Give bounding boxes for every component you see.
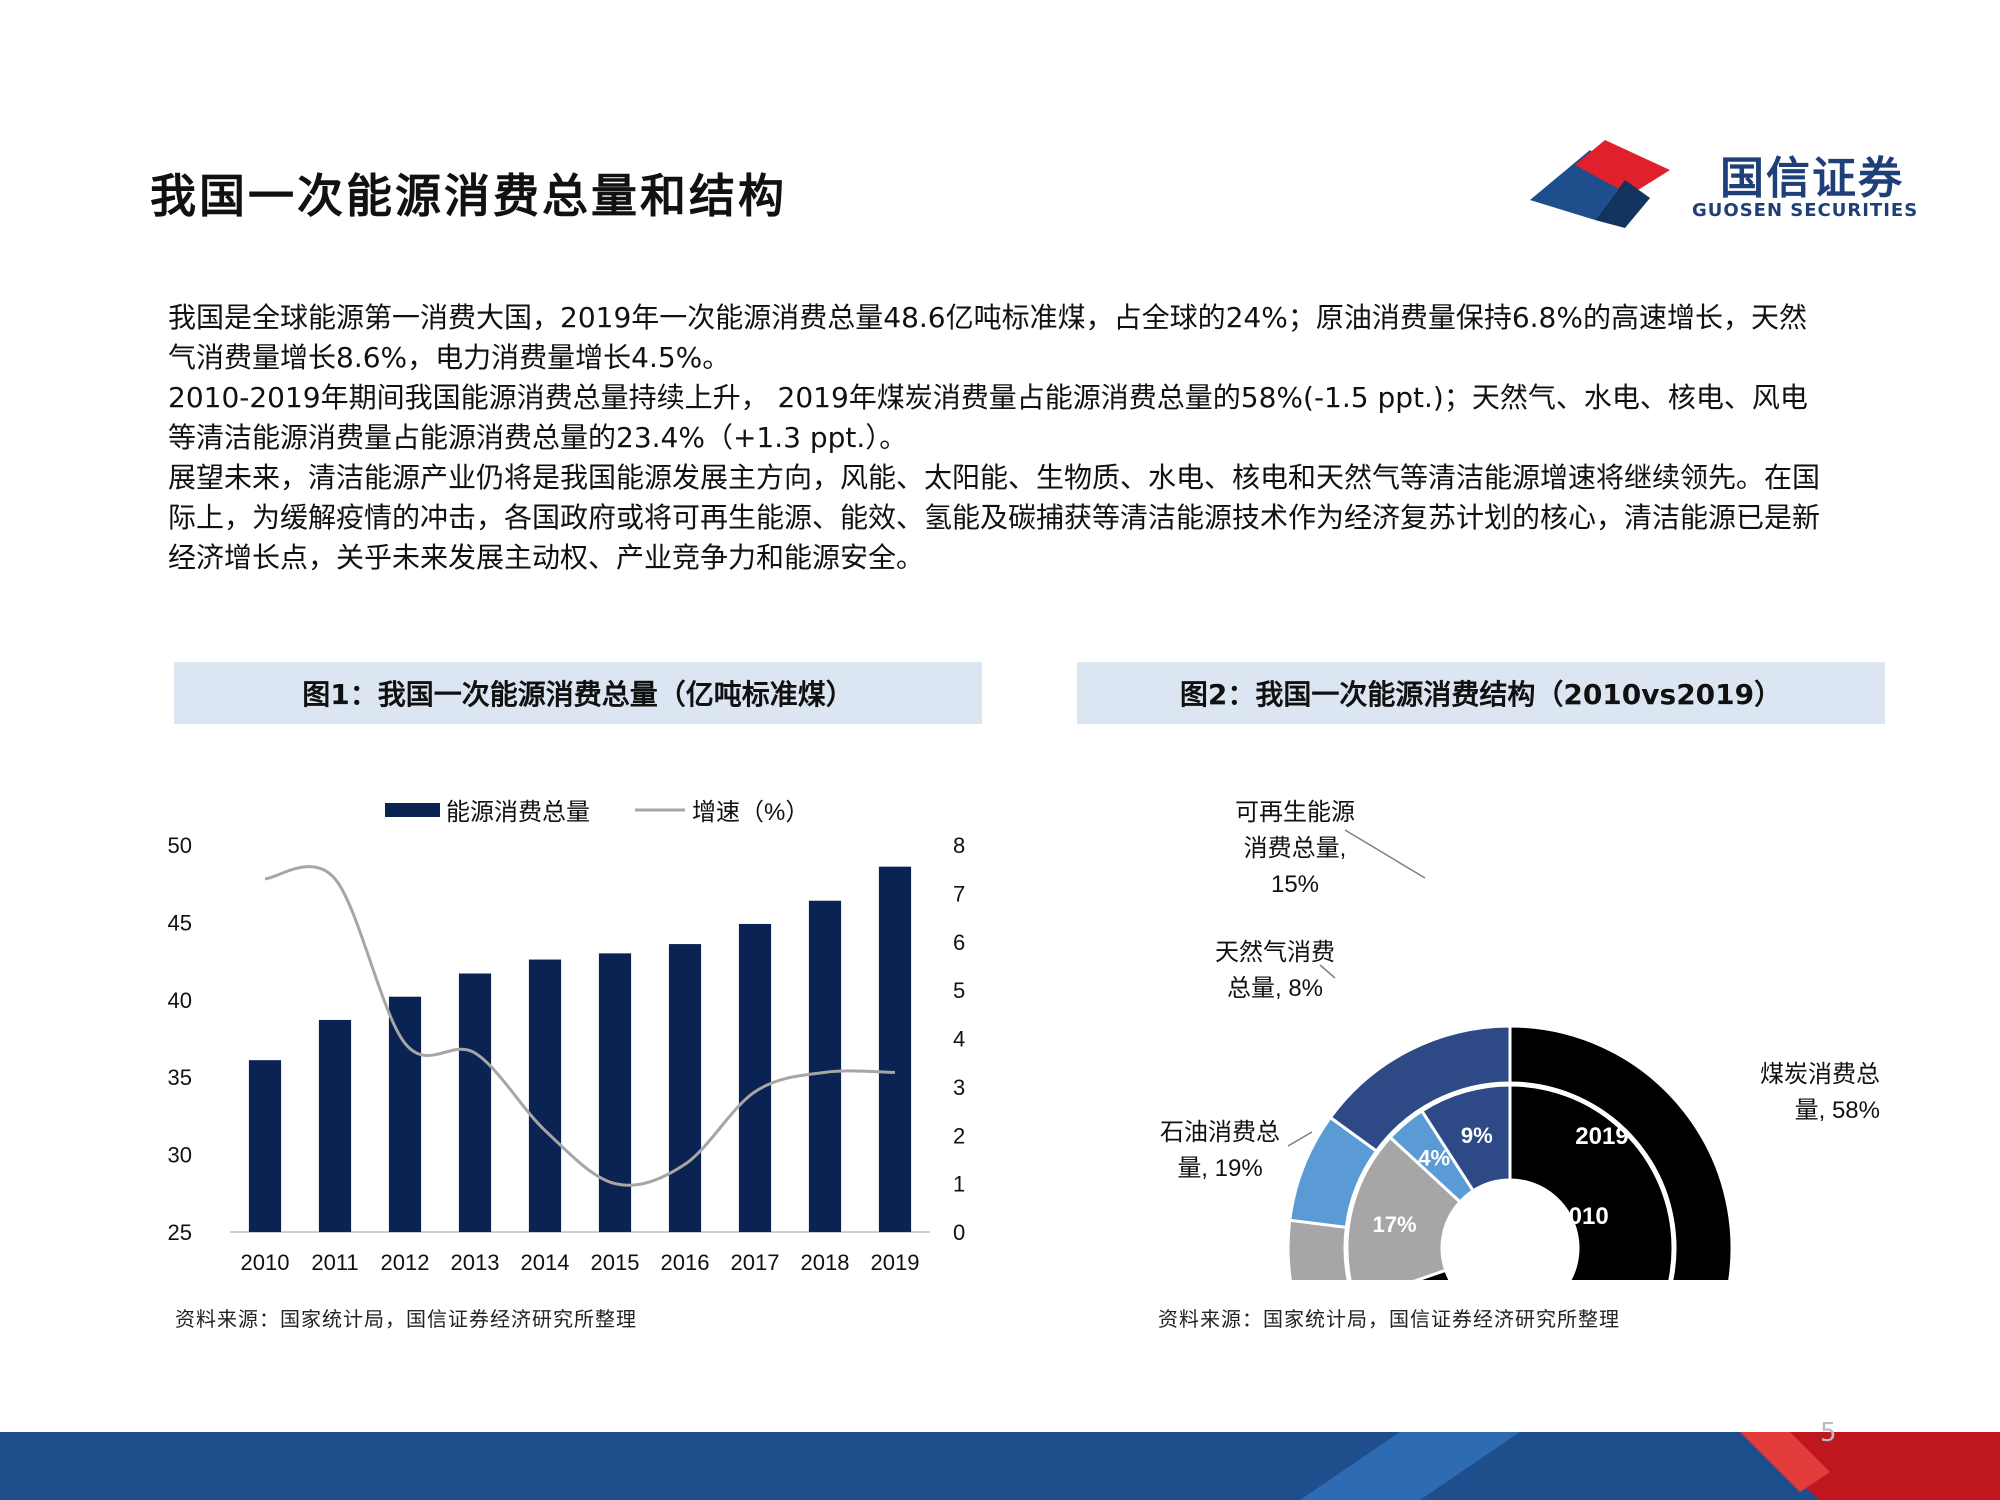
leader-line [1287,1131,1313,1147]
ring-label-2019: 2019 [1575,1123,1628,1150]
figure-2-title: 图2：我国一次能源消费结构（2010vs2019） [1077,662,1885,724]
y-tick-label: 40 [168,988,192,1013]
x-tick-label: 2012 [381,1250,430,1275]
logo-text-en: GUOSEN SECURITIES [1692,200,1919,221]
figure-1-title: 图1：我国一次能源消费总量（亿吨标准煤） [174,662,982,724]
y-tick-label: 35 [168,1065,192,1090]
y2-tick-label: 8 [953,833,965,858]
x-tick-label: 2013 [451,1250,500,1275]
x-tick-label: 2019 [871,1250,920,1275]
paragraph: 2010-2019年期间我国能源消费总量持续上升， 2019年煤炭消费量占能源消… [168,381,1808,454]
x-tick-label: 2017 [731,1250,780,1275]
callout-label: 量, 58% [1795,1097,1880,1124]
y2-tick-label: 1 [953,1172,965,1197]
y2-tick-label: 7 [953,881,965,906]
callout-label: 煤炭消费总 [1760,1061,1880,1088]
legend-swatch-bars [385,803,440,817]
y-tick-label: 45 [168,910,192,935]
donut-slice-oil [1345,1135,1463,1280]
callout-label: 量, 19% [1177,1155,1262,1182]
donut-slice-coal [1412,1083,1675,1280]
logo-text-cn: 国信证券 [1720,153,1904,204]
bar [598,953,632,1232]
bar [668,944,702,1232]
bar [458,973,492,1232]
y2-tick-label: 4 [953,1027,965,1052]
callout-label: 消费总量, [1244,835,1347,862]
leader-line [1344,829,1426,879]
page-title: 我国一次能源消费总量和结构 [150,169,787,223]
data-label: 9% [1461,1123,1493,1148]
y2-tick-label: 2 [953,1123,965,1148]
bar [318,1019,352,1232]
y2-tick-label: 6 [953,930,965,955]
source-note: 资料来源：国家统计局，国信证券经济研究所整理 [1158,1307,1620,1331]
body-text: 我国是全球能源第一消费大国，2019年一次能源消费总量48.6亿吨标准煤，占全球… [168,298,1828,578]
energy-structure-donut-chart: 69%17%4%9%20192010可再生能源消费总量,15%天然气消费总量, … [1160,799,1880,1280]
y2-tick-label: 3 [953,1075,965,1100]
x-tick-label: 2016 [661,1250,710,1275]
y-tick-label: 30 [168,1143,192,1168]
bar [528,959,562,1232]
y2-tick-label: 5 [953,978,965,1003]
callout-label: 石油消费总 [1160,1119,1280,1146]
bar [878,866,912,1232]
paragraph: 我国是全球能源第一消费大国，2019年一次能源消费总量48.6亿吨标准煤，占全球… [168,301,1807,374]
bar [388,996,422,1232]
source-note: 资料来源：国家统计局，国信证券经济研究所整理 [175,1307,637,1331]
ring-label-2010: 2010 [1555,1203,1608,1230]
donut-slice-renew [1419,1083,1512,1193]
leader-line [1319,964,1336,979]
y-tick-label: 50 [168,833,192,858]
bar [738,923,772,1232]
callout-label: 总量, 8% [1227,975,1323,1002]
x-tick-label: 2015 [591,1250,640,1275]
footer-band [0,1432,2000,1500]
callout-label: 天然气消费 [1215,939,1335,966]
callout-label: 15% [1271,871,1319,898]
y2-tick-label: 0 [953,1220,965,1245]
data-label: 4% [1418,1146,1450,1171]
legend-label: 能源消费总量 [446,799,590,826]
donut-slice-coal [1508,1024,1734,1280]
paragraph: 展望未来，清洁能源产业仍将是我国能源发展主方向，风能、太阳能、生物质、水电、核电… [168,461,1821,574]
guosen-logo-icon [1530,140,1670,228]
x-tick-label: 2010 [241,1250,290,1275]
page-number: 5 [1820,1418,1837,1448]
x-tick-label: 2014 [521,1250,570,1275]
donut-slice-renew [1328,1024,1512,1154]
x-tick-label: 2018 [801,1250,850,1275]
callout-label: 可再生能源 [1235,799,1355,826]
y-tick-label: 25 [168,1220,192,1245]
legend-label: 增速（%） [692,799,809,826]
x-tick-label: 2011 [311,1250,358,1275]
bar [808,900,842,1232]
data-label: 17% [1372,1212,1416,1237]
growth-line [264,865,896,1187]
bar [248,1060,282,1232]
